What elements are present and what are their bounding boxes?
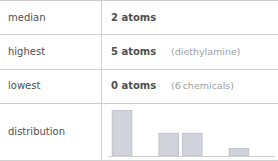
row-value: 5 atoms <box>111 46 156 57</box>
table-rule <box>0 69 278 70</box>
bar <box>182 133 202 156</box>
row-label: median <box>8 12 46 23</box>
table-rule <box>0 34 278 35</box>
row-value: 2 atoms <box>111 12 156 23</box>
bar <box>159 133 179 156</box>
table-rule <box>0 160 278 161</box>
table-divider <box>101 0 102 161</box>
bars <box>112 110 249 156</box>
distribution-label: distribution <box>8 126 65 137</box>
bar <box>112 110 132 156</box>
table-rule <box>0 0 278 1</box>
row-label: highest <box>8 46 45 57</box>
row-value: 0 atoms <box>111 80 156 91</box>
figure: median 2 atoms highest 5 atoms (diethylamine… <box>0 0 278 161</box>
row-note: (diethylamine) <box>171 46 241 57</box>
bar <box>229 148 249 156</box>
row-note: (6 chemicals) <box>171 80 234 91</box>
baseline <box>108 156 274 157</box>
row-label: lowest <box>8 80 40 91</box>
table-rule <box>0 103 278 104</box>
